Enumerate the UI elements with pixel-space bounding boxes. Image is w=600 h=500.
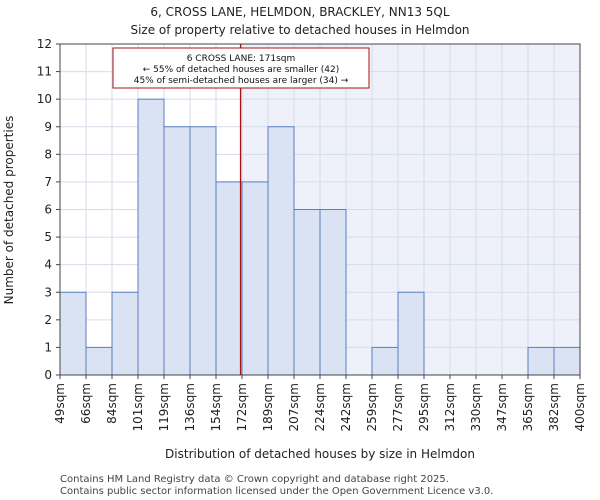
x-tick-label: 207sqm (287, 383, 301, 431)
x-tick-label: 136sqm (183, 383, 197, 431)
x-tick-label: 172sqm (235, 383, 249, 431)
x-axis-ticks: 49sqm 66sqm 84sqm 101sqm 119sqm 136sqm 154sqm 1… (53, 375, 587, 431)
y-axis-label: Number of detached properties (2, 116, 16, 305)
y-tick-label: 0 (44, 368, 52, 382)
y-tick-label: 7 (44, 175, 52, 189)
y-tick-label: 12 (37, 37, 52, 51)
footer-line-2: Contains public sector information licen… (60, 486, 493, 497)
y-tick-label: 10 (37, 92, 52, 106)
x-tick-label: 84sqm (105, 383, 119, 424)
y-tick-label: 6 (44, 203, 52, 217)
x-tick-label: 49sqm (53, 383, 67, 424)
y-tick-label: 5 (44, 230, 52, 244)
annotation-line-3: 45% of semi-detached houses are larger (… (134, 76, 349, 86)
y-tick-label: 3 (44, 285, 52, 299)
y-tick-label: 11 (37, 65, 52, 79)
x-tick-label: 66sqm (79, 383, 93, 424)
x-tick-label: 312sqm (443, 383, 457, 431)
bar (527, 346, 555, 376)
x-tick-label: 382sqm (547, 383, 561, 431)
x-tick-label: 400sqm (573, 383, 587, 431)
y-tick-label: 4 (44, 258, 52, 272)
bar (111, 291, 139, 376)
x-tick-label: 119sqm (157, 383, 171, 431)
x-tick-label: 277sqm (391, 383, 405, 431)
y-tick-label: 2 (44, 313, 52, 327)
bar (371, 346, 399, 376)
bar (137, 98, 165, 376)
bar (215, 181, 243, 376)
annotation-line-2: ← 55% of detached houses are smaller (42… (143, 65, 340, 75)
bar (293, 209, 321, 376)
x-tick-label: 224sqm (313, 383, 327, 431)
x-tick-label: 242sqm (339, 383, 353, 431)
bar (163, 126, 191, 376)
annotation-line-1: 6 CROSS LANE: 171sqm (187, 54, 296, 64)
bar (85, 346, 113, 376)
x-tick-label: 259sqm (365, 383, 379, 431)
bar (189, 126, 217, 376)
bar (267, 126, 295, 376)
y-tick-label: 9 (44, 120, 52, 134)
x-axis-label: Distribution of detached houses by size … (165, 447, 475, 461)
footer-line-1: Contains HM Land Registry data © Crown c… (60, 474, 449, 485)
bar (319, 209, 347, 376)
x-tick-label: 330sqm (469, 383, 483, 431)
x-tick-label: 101sqm (131, 383, 145, 431)
chart-title-line-1: 6, CROSS LANE, HELMDON, BRACKLEY, NN13 5… (150, 5, 449, 19)
x-tick-label: 154sqm (209, 383, 223, 431)
annotation-box: 6 CROSS LANE: 171sqm ← 55% of detached h… (112, 47, 370, 89)
y-tick-label: 1 (44, 340, 52, 354)
bar (553, 346, 581, 376)
x-tick-label: 295sqm (417, 383, 431, 431)
x-tick-label: 365sqm (521, 383, 535, 431)
x-tick-label: 189sqm (261, 383, 275, 431)
bars (59, 98, 581, 376)
bar (397, 291, 425, 376)
bar (59, 291, 87, 376)
annotation-border (112, 47, 370, 89)
y-tick-label: 8 (44, 147, 52, 161)
chart-title-line-2: Size of property relative to detached ho… (130, 23, 469, 37)
x-tick-label: 347sqm (495, 383, 509, 431)
bar (241, 181, 269, 376)
